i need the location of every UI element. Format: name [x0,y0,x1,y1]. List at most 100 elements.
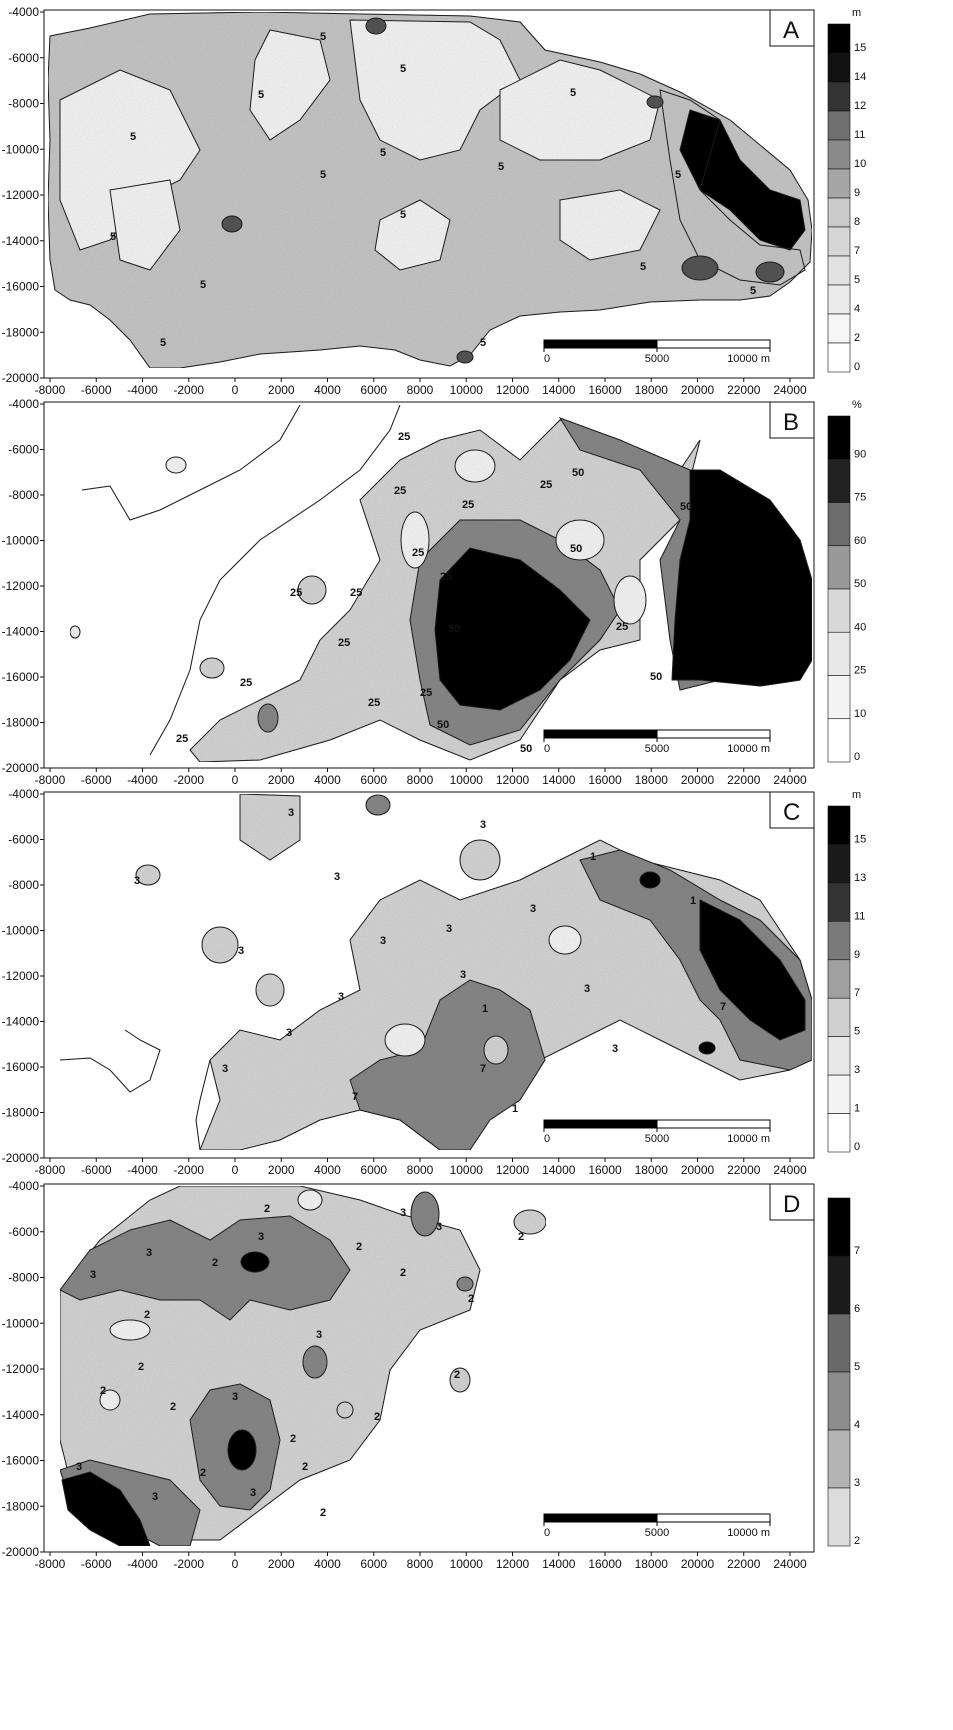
contour-label: 5 [320,169,326,181]
legend-label: 40 [854,621,866,633]
x-tick-label: 2000 [268,383,295,397]
contour-label: 2 [290,1433,296,1445]
contour-line [195,1059,211,1151]
panel-letter-box: A [769,9,815,47]
x-tick-label: 16000 [588,773,622,787]
scale-bar-label: 5000 [645,353,669,365]
x-tick-label: 6000 [360,1163,387,1177]
y-tick-label: -6000 [8,1225,39,1239]
x-tick-label: -8000 [35,1163,66,1177]
x-tick-label: 14000 [542,383,576,397]
legend-swatch [827,1371,851,1431]
contour-label: 2 [356,1241,362,1253]
contour-label: 3 [584,983,590,995]
x-tick-label: 24000 [773,1557,807,1571]
zone-light [449,1367,471,1393]
x-tick-label: 12000 [496,383,530,397]
scale-bar: 0 5000 10000 m [543,1119,771,1145]
scale-bar-label: 0 [544,353,550,365]
x-tick-label: 20000 [681,1557,715,1571]
legend-label: 50 [854,578,866,590]
contour-label: 25 [290,587,302,599]
scale-bar-black [543,1119,658,1129]
x-tick-label: 6000 [360,383,387,397]
contour-label: 25 [350,587,362,599]
contour-label: 25 [394,485,406,497]
contour-label: 3 [222,1063,228,1075]
legend-swatch [827,1197,851,1257]
contour-label: 5 [480,337,486,349]
scale-bar-black [543,339,658,349]
legend-swatch [827,631,851,676]
contour-label: 50 [650,671,662,683]
scale-bar-label: 5000 [645,1527,669,1539]
y-tick-label: -18000 [2,1106,40,1120]
contour-label: 3 [380,935,386,947]
x-tick-label: 8000 [407,1557,434,1571]
legend-label: 5 [854,274,860,286]
contour-label: 2 [264,1203,270,1215]
x-tick-label: 4000 [314,1557,341,1571]
x-tick-label: 6000 [360,1557,387,1571]
contour-line [81,404,301,521]
x-tick-label: 12000 [496,773,530,787]
legend-label: 11 [854,910,865,922]
contour-label: 5 [400,209,406,221]
x-tick-label: 4000 [314,383,341,397]
legend-label: 9 [854,187,860,199]
zone-dark [227,1429,257,1471]
contour-label: 5 [130,131,136,143]
zone-mid [456,350,474,364]
zone-light-hole [548,925,582,955]
legend-swatch [827,458,851,503]
panel-d: 2 2 2 2 2 2 2 2 2 2 2 2 2 3 3 3 3 3 3 3 … [2,1179,861,1571]
contour-label: 1 [482,1003,488,1015]
zone-mid [365,17,387,35]
x-tick-label: 8000 [407,773,434,787]
legend-swatch [827,1255,851,1315]
x-tick-label: 16000 [588,1557,622,1571]
y-tick-label: -18000 [2,1499,40,1513]
zone-light [499,59,661,161]
x-tick-label: 0 [232,1163,239,1177]
contour-line [59,1029,161,1093]
x-tick-label: -4000 [127,1557,158,1571]
legend-swatch [827,1487,851,1547]
y-tick-label: -8000 [8,488,39,502]
contour-label: 25 [368,697,380,709]
panel-letter-box: D [769,1183,815,1221]
legend-swatch [827,23,851,54]
contour-label: 1 [590,851,596,863]
y-tick-label: -12000 [2,1362,40,1376]
x-tick-label: 22000 [727,1163,761,1177]
zone-light [109,179,181,271]
contour-label: 5 [675,169,681,181]
contour-label: 3 [76,1461,82,1473]
legend-label: 15 [854,42,866,54]
contour-label: 3 [612,1043,618,1055]
x-tick-label: -4000 [127,1163,158,1177]
contour-label: 2 [518,1231,524,1243]
zone-light-hole [297,1189,323,1211]
contour-label: 5 [750,285,756,297]
legend-label: 13 [854,872,866,884]
contour-label: 25 [240,677,252,689]
contour-label: 5 [110,231,116,243]
scale-bar-white [656,339,771,349]
y-tick-label: -6000 [8,51,39,65]
zone-light [239,793,301,861]
legend-label: 4 [854,1419,860,1431]
legend-label: 12 [854,100,866,112]
scale-bar: 0 5000 10000 m [543,339,771,365]
scale-bar-label: 10000 m [727,743,770,755]
legend-label: 7 [854,245,860,257]
legend: % 90 75 60 50 40 25 10 0 [827,399,866,763]
x-tick-label: 10000 [450,1557,484,1571]
legend-swatch [827,1429,851,1489]
y-tick-label: -8000 [8,878,39,892]
contour-label: 3 [90,1269,96,1281]
x-tick-label: 6000 [360,773,387,787]
zone-light [349,19,521,161]
legend-swatch [827,197,851,228]
y-tick-label: -20000 [2,371,40,385]
